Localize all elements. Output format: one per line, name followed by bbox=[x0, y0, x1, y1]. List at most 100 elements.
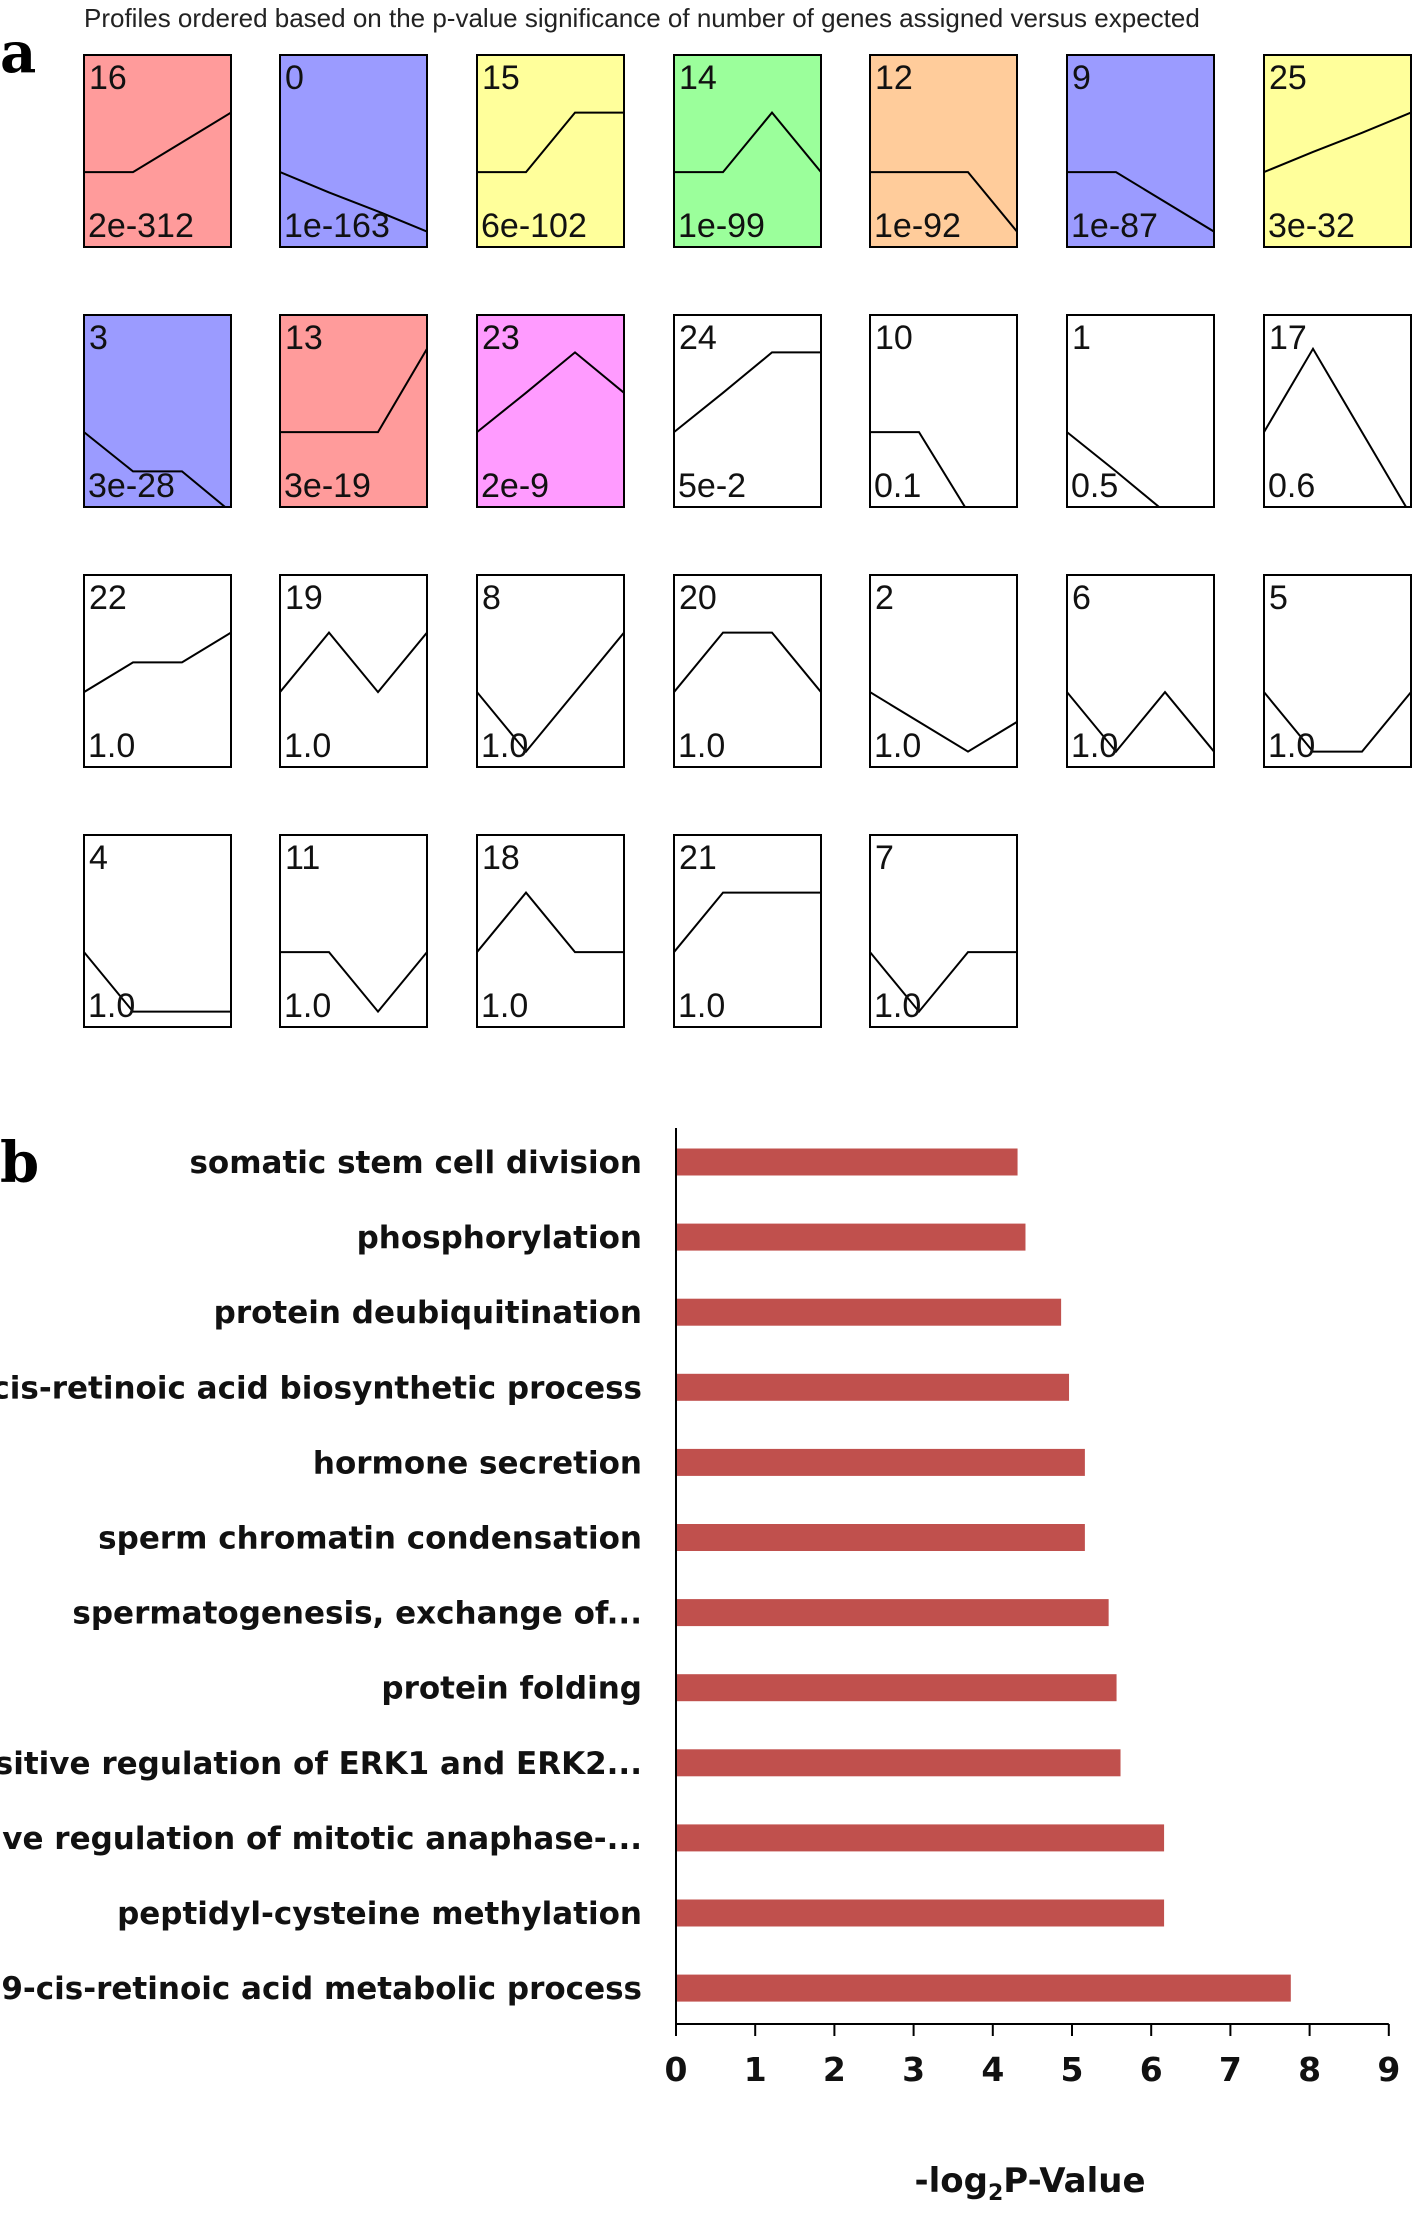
category-label: protein deubiquitination bbox=[214, 1295, 642, 1331]
category-label: positive regulation of ERK1 and ERK2... bbox=[0, 1746, 642, 1782]
profile-pvalue: 0.1 bbox=[874, 467, 921, 505]
profile-trend-line bbox=[674, 351, 821, 433]
profile-id: 4 bbox=[89, 839, 108, 877]
profile-id: 9 bbox=[1072, 59, 1091, 97]
profile-trend-line bbox=[84, 111, 231, 174]
profile-id: 10 bbox=[875, 319, 913, 357]
profile-box-frame bbox=[83, 54, 232, 248]
profile-pvalue: 1.0 bbox=[874, 727, 921, 765]
profile-trend-line bbox=[870, 431, 967, 507]
profile-pvalue: 3e-32 bbox=[1268, 207, 1355, 245]
profile-box-frame bbox=[1066, 574, 1215, 768]
go-enrichment-bar-chart: somatic stem cell division phosphorylatio… bbox=[0, 1128, 1400, 2089]
profile-id: 14 bbox=[679, 59, 717, 97]
profile-box-frame bbox=[869, 314, 1018, 508]
profile-pvalue: 0.5 bbox=[1071, 467, 1118, 505]
profile-pvalue: 1e-87 bbox=[1071, 207, 1158, 245]
profile-pvalue: 1.0 bbox=[88, 987, 135, 1025]
profile-trend-line bbox=[1067, 431, 1161, 507]
profile-id: 16 bbox=[89, 59, 127, 97]
profile-trend-line bbox=[870, 691, 1017, 753]
profile-box: 16 2e-312 bbox=[83, 54, 232, 248]
profile-id: 20 bbox=[679, 579, 717, 617]
profile-id: 22 bbox=[89, 579, 127, 617]
profile-box-frame bbox=[869, 574, 1018, 768]
profile-id: 2 bbox=[875, 579, 894, 617]
bar bbox=[677, 1448, 1085, 1476]
profile-box: 14 1e-99 bbox=[673, 54, 822, 248]
profile-box: 71.0 bbox=[869, 834, 1018, 1028]
profile-id: 5 bbox=[1269, 579, 1288, 617]
profile-box-frame bbox=[476, 314, 625, 508]
profile-box: 10.5 bbox=[1066, 314, 1215, 508]
profile-pvalue: 1.0 bbox=[1071, 727, 1118, 765]
category-label: phosphorylation bbox=[357, 1220, 642, 1256]
profiles-header: Profiles ordered based on the p-value si… bbox=[84, 3, 1200, 33]
profile-trend-line bbox=[674, 631, 821, 693]
x-tick-label: 0 bbox=[665, 2050, 688, 2089]
profile-box-frame bbox=[279, 314, 428, 508]
profile-trend-line bbox=[280, 951, 427, 1014]
profile-box-frame bbox=[476, 574, 625, 768]
profile-id: 15 bbox=[482, 59, 520, 97]
profile-trend-line bbox=[1264, 691, 1411, 753]
profile-box: 41.0 bbox=[83, 834, 232, 1028]
profile-box-frame bbox=[673, 574, 822, 768]
category-label: protein folding bbox=[381, 1671, 642, 1707]
category-label: sperm chromatin condensation bbox=[98, 1521, 642, 1557]
profile-id: 21 bbox=[679, 839, 717, 877]
profile-pvalue: 3e-19 bbox=[284, 467, 371, 505]
x-tick-label: 2 bbox=[823, 2050, 846, 2089]
profile-box: 100.1 bbox=[869, 314, 1018, 508]
profile-id: 13 bbox=[285, 319, 323, 357]
bar bbox=[677, 1824, 1165, 1852]
profile-id: 24 bbox=[679, 319, 717, 357]
x-tick-label: 7 bbox=[1219, 2050, 1242, 2089]
profile-trend-line bbox=[84, 431, 227, 507]
profile-id: 19 bbox=[285, 579, 323, 617]
profile-box-frame bbox=[869, 54, 1018, 248]
profile-trend-line bbox=[280, 171, 427, 233]
profile-trend-line bbox=[477, 631, 624, 754]
profile-trend-line bbox=[280, 348, 427, 434]
bar bbox=[677, 1524, 1085, 1551]
profile-box-frame bbox=[673, 834, 822, 1028]
profile-trend-line bbox=[1264, 346, 1408, 507]
profile-box: 211.0 bbox=[673, 834, 822, 1028]
profile-trend-line bbox=[870, 951, 1017, 1014]
profile-pvalue: 1.0 bbox=[874, 987, 921, 1025]
profile-pvalue: 2e-312 bbox=[88, 207, 194, 245]
bar bbox=[677, 1223, 1026, 1251]
profile-box-frame bbox=[279, 834, 428, 1028]
profile-id: 25 bbox=[1269, 59, 1307, 97]
profile-box-frame bbox=[673, 54, 822, 248]
profile-box-frame bbox=[673, 314, 822, 508]
bar bbox=[677, 1974, 1291, 2002]
x-axis-title: -log2P-Value bbox=[914, 2161, 1145, 2206]
profile-box: 181.0 bbox=[476, 834, 625, 1028]
profile-box: 13 3e-19 bbox=[279, 314, 428, 508]
profile-pvalue: 1.0 bbox=[284, 987, 331, 1025]
profile-pvalue: 0.6 bbox=[1268, 467, 1315, 505]
profile-pvalue: 1e-92 bbox=[874, 207, 961, 245]
panel-a-letter: a bbox=[0, 20, 36, 86]
profile-box: 81.0 bbox=[476, 574, 625, 768]
profile-trend-line bbox=[477, 891, 624, 954]
profile-trend-line bbox=[1067, 690, 1214, 754]
profile-trend-line bbox=[84, 631, 231, 693]
profile-box: 61.0 bbox=[1066, 574, 1215, 768]
category-label: spermatogenesis, exchange of... bbox=[72, 1596, 642, 1632]
profile-box: 170.6 bbox=[1263, 314, 1412, 508]
profile-trend-line bbox=[477, 111, 624, 174]
panel-b-letter: b bbox=[0, 1130, 39, 1196]
bar bbox=[677, 1599, 1109, 1627]
profile-box: 12 1e-92 bbox=[869, 54, 1018, 248]
bar bbox=[677, 1749, 1121, 1777]
category-label: somatic stem cell division bbox=[189, 1145, 642, 1181]
category-label: peptidyl-cysteine methylation bbox=[117, 1896, 642, 1932]
category-label: hormone secretion bbox=[313, 1445, 642, 1481]
profile-pvalue: 1.0 bbox=[481, 987, 528, 1025]
profile-pvalue: 1.0 bbox=[1268, 727, 1315, 765]
profile-box-frame bbox=[476, 54, 625, 248]
